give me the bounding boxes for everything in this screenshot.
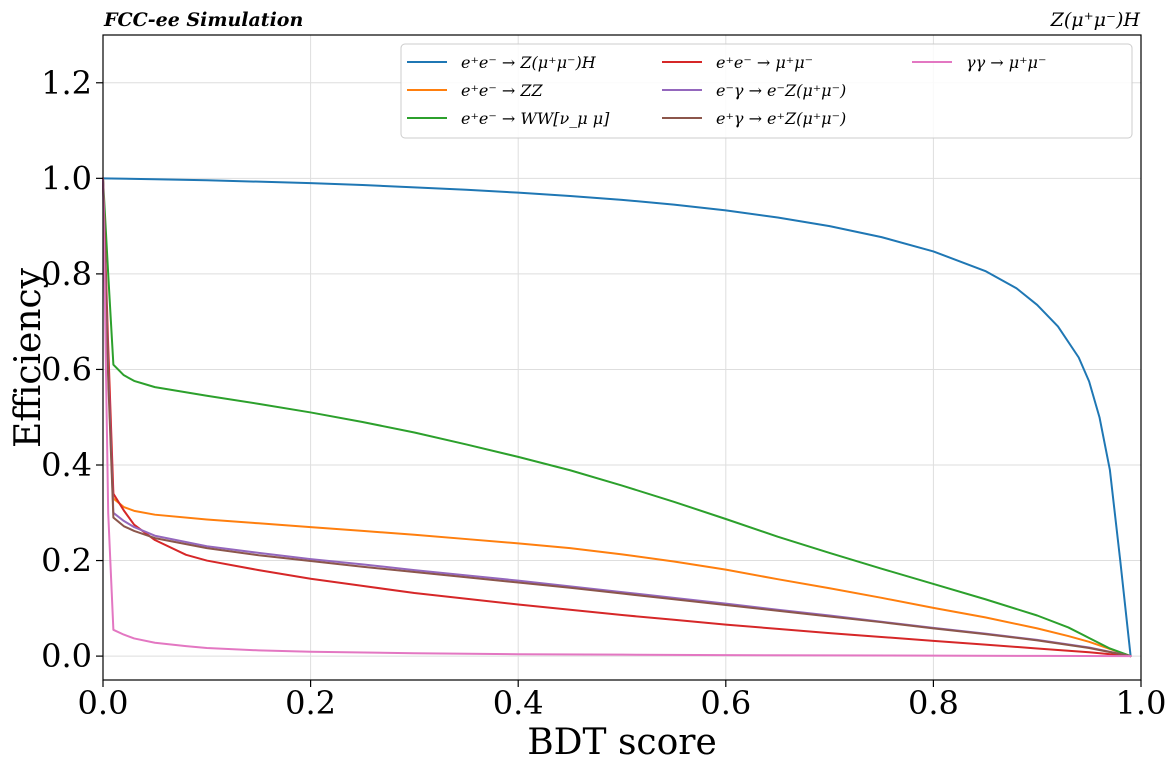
legend-label-0: e⁺e⁻ → Z(μ⁺μ⁻)H <box>461 53 597 72</box>
x-tick-label-1: 0.2 <box>285 684 336 722</box>
x-tick-label-4: 0.8 <box>908 684 959 722</box>
legend-label-2: e⁺e⁻ → WW[ν_μ μ] <box>461 109 610 128</box>
series-line-0 <box>102 177 1132 658</box>
y-tick-label-4: 0.8 <box>41 255 92 293</box>
x-axis-label: BDT score <box>527 722 717 763</box>
series-line-4 <box>102 177 1132 658</box>
series-line-6 <box>102 177 1132 658</box>
y-tick-label-0: 0.0 <box>41 637 92 675</box>
y-axis-label: Efficiency <box>8 267 49 448</box>
y-tick-label-6: 1.2 <box>41 64 92 102</box>
legend-label-1: e⁺e⁻ → ZZ <box>461 81 544 100</box>
series-layer <box>102 177 1132 658</box>
top-left-label: FCC-ee Simulation <box>103 9 303 31</box>
tick-layer: 0.0 0.2 0.4 0.6 0.8 1.0 0.0 0.2 0.4 0.6 0.8 1.0 1.2 <box>41 64 1166 722</box>
series-line-2 <box>102 177 1132 658</box>
legend-label-4: e⁻γ → e⁻Z(μ⁺μ⁻) <box>716 81 846 100</box>
y-tick-label-2: 0.4 <box>41 446 92 484</box>
series-line-3 <box>102 177 1132 658</box>
legend-label-5: e⁺γ → e⁺Z(μ⁺μ⁻) <box>716 109 846 128</box>
legend-box <box>400 43 1133 139</box>
x-tick-label-5: 1.0 <box>1116 684 1167 722</box>
legend-label-6: γγ → μ⁺μ⁻ <box>966 53 1046 72</box>
y-tick-label-1: 0.2 <box>41 542 92 580</box>
series-line-5 <box>102 177 1132 658</box>
y-tick-label-3: 0.6 <box>41 350 92 388</box>
x-tick-label-3: 0.6 <box>700 684 751 722</box>
legend-entries: e⁺e⁻ → Z(μ⁺μ⁻)H e⁺e⁻ → ZZ e⁺e⁻ → WW[ν_μ μ]… <box>407 53 1046 128</box>
y-tick-label-5: 1.0 <box>41 159 92 197</box>
top-right-label: Z(μ⁺μ⁻)H <box>1050 9 1141 31</box>
legend: e⁺e⁻ → Z(μ⁺μ⁻)H e⁺e⁻ → ZZ e⁺e⁻ → WW[ν_μ μ]… <box>400 43 1133 139</box>
legend-label-3: e⁺e⁻ → μ⁺μ⁻ <box>716 53 813 72</box>
series-line-1 <box>102 177 1132 658</box>
plot-frame <box>102 34 1142 681</box>
x-tick-label-2: 0.4 <box>493 684 544 722</box>
x-tick-label-0: 0.0 <box>78 684 129 722</box>
